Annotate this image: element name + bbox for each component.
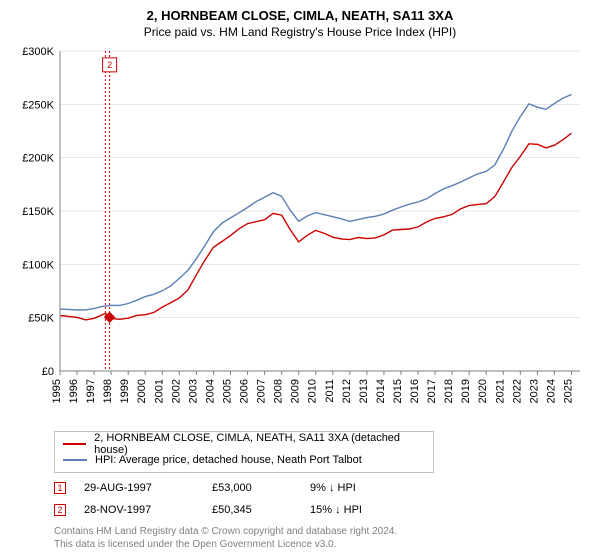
svg-text:2010: 2010 [307, 379, 319, 403]
svg-text:2022: 2022 [511, 379, 523, 403]
svg-text:2005: 2005 [221, 379, 233, 403]
sale-date: 28-NOV-1997 [84, 504, 194, 516]
svg-text:2003: 2003 [187, 379, 199, 403]
sale-marker: 1 [54, 482, 66, 494]
svg-text:2025: 2025 [562, 379, 574, 403]
svg-text:1999: 1999 [119, 379, 131, 403]
sale-data-rows: 1 29-AUG-1997 £53,000 9% ↓ HPI 2 28-NOV-1997 £… [54, 477, 588, 521]
svg-text:2015: 2015 [392, 379, 404, 403]
svg-text:2013: 2013 [358, 379, 370, 403]
legend-label: 2, HORNBEAM CLOSE, CIMLA, NEATH, SA11 3X… [94, 432, 425, 456]
svg-text:2: 2 [107, 60, 112, 70]
svg-text:2009: 2009 [290, 379, 302, 403]
svg-text:2012: 2012 [341, 379, 353, 403]
svg-text:2008: 2008 [273, 379, 285, 403]
sale-diff: 15% ↓ HPI [310, 504, 430, 516]
svg-text:1997: 1997 [85, 379, 97, 403]
legend: 2, HORNBEAM CLOSE, CIMLA, NEATH, SA11 3X… [54, 431, 434, 473]
sale-row: 1 29-AUG-1997 £53,000 9% ↓ HPI [54, 477, 588, 499]
legend-swatch [63, 459, 87, 461]
svg-text:2011: 2011 [324, 379, 336, 403]
svg-text:2019: 2019 [460, 379, 472, 403]
footer-line: Contains HM Land Registry data © Crown c… [54, 525, 588, 538]
svg-text:1995: 1995 [51, 379, 63, 403]
svg-text:2007: 2007 [256, 379, 268, 403]
legend-swatch [63, 443, 86, 445]
sale-diff: 9% ↓ HPI [310, 482, 430, 494]
sale-price: £50,345 [212, 504, 292, 516]
footer-attribution: Contains HM Land Registry data © Crown c… [54, 525, 588, 551]
sale-row: 2 28-NOV-1997 £50,345 15% ↓ HPI [54, 499, 588, 521]
svg-text:2021: 2021 [494, 379, 506, 403]
svg-text:£300K: £300K [22, 46, 54, 58]
svg-text:2018: 2018 [443, 379, 455, 403]
svg-text:2006: 2006 [239, 379, 251, 403]
sale-date: 29-AUG-1997 [84, 482, 194, 494]
svg-text:2023: 2023 [528, 379, 540, 403]
chart-svg: £0 £50K £100K £150K £200K £250K £300K 1995 1996 1… [12, 45, 588, 425]
svg-text:2020: 2020 [477, 379, 489, 403]
svg-text:1996: 1996 [68, 379, 80, 403]
svg-text:2014: 2014 [375, 379, 387, 403]
footer-line: This data is licensed under the Open Gov… [54, 538, 588, 551]
sale-marker: 2 [54, 504, 66, 516]
svg-text:£200K: £200K [22, 153, 54, 165]
sale-price: £53,000 [212, 482, 292, 494]
svg-text:£150K: £150K [22, 206, 54, 218]
legend-label: HPI: Average price, detached house, Neat… [95, 454, 362, 466]
page-title: 2, HORNBEAM CLOSE, CIMLA, NEATH, SA11 3X… [12, 8, 588, 23]
svg-text:2001: 2001 [153, 379, 165, 403]
svg-text:2002: 2002 [170, 379, 182, 403]
page-subtitle: Price paid vs. HM Land Registry's House … [12, 25, 588, 39]
svg-text:£0: £0 [42, 366, 54, 378]
legend-item: 2, HORNBEAM CLOSE, CIMLA, NEATH, SA11 3X… [63, 436, 425, 452]
price-chart: £0 £50K £100K £150K £200K £250K £300K 1995 1996 1… [12, 45, 588, 425]
svg-text:£100K: £100K [22, 259, 54, 271]
svg-text:2017: 2017 [426, 379, 438, 403]
svg-text:2000: 2000 [136, 379, 148, 403]
svg-text:£250K: £250K [22, 99, 54, 111]
svg-text:2016: 2016 [409, 379, 421, 403]
svg-text:£50K: £50K [28, 313, 54, 325]
svg-text:2024: 2024 [545, 379, 557, 403]
svg-text:1998: 1998 [102, 379, 114, 403]
svg-text:2004: 2004 [204, 379, 216, 403]
